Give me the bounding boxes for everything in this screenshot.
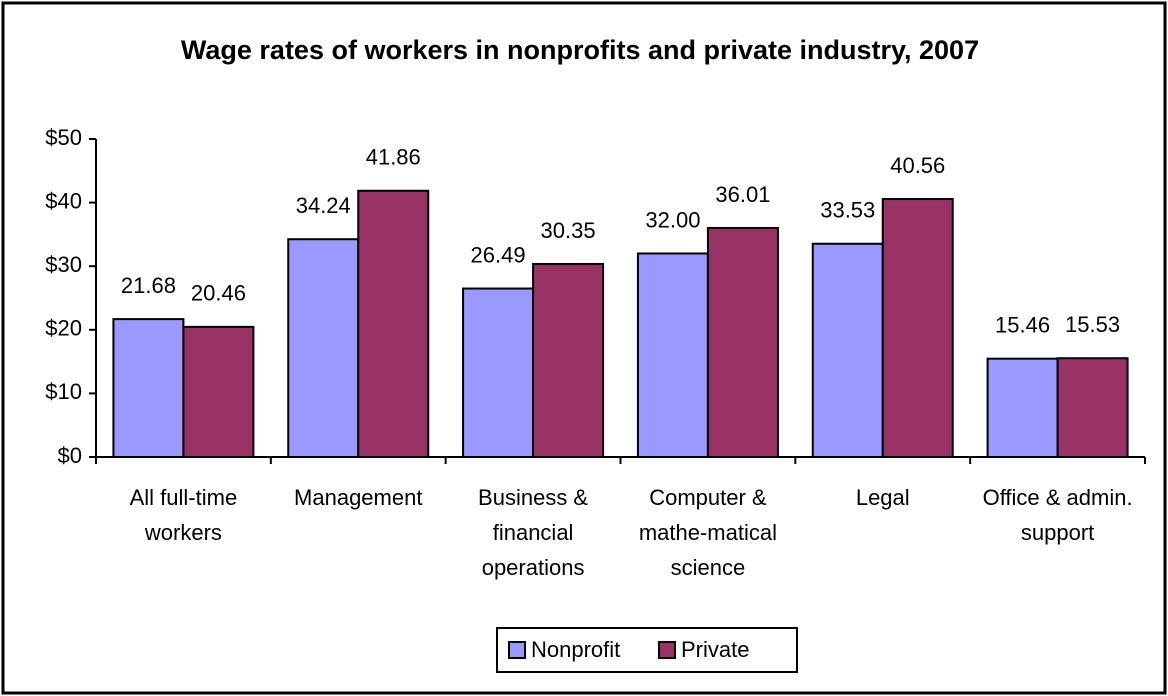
legend-label: Private bbox=[681, 637, 749, 662]
legend-box bbox=[496, 627, 798, 673]
bar bbox=[182, 325, 255, 458]
chart-title: Wage rates of workers in nonprofits and … bbox=[180, 35, 980, 65]
bar bbox=[986, 357, 1059, 459]
value-label: 34.24 bbox=[296, 193, 351, 218]
value-label: 26.49 bbox=[471, 242, 526, 267]
y-tick-label: $10 bbox=[45, 379, 82, 404]
bar bbox=[287, 238, 360, 458]
x-tick-label: Business & financial operations bbox=[478, 485, 589, 580]
bar bbox=[881, 198, 954, 459]
bar bbox=[532, 262, 605, 458]
legend-label: Nonprofit bbox=[531, 637, 620, 662]
y-tick-label: $30 bbox=[45, 252, 82, 277]
bar bbox=[112, 318, 185, 458]
x-tick-label: Office & admin. support bbox=[982, 485, 1133, 545]
value-label: 20.46 bbox=[191, 281, 246, 306]
x-tick-label: All full-time workers bbox=[129, 485, 238, 545]
value-label: 15.53 bbox=[1065, 312, 1120, 337]
value-label: 41.86 bbox=[366, 145, 421, 170]
value-label: 32.00 bbox=[645, 207, 700, 232]
bar bbox=[462, 287, 535, 458]
bar bbox=[706, 226, 779, 458]
legend-swatch bbox=[658, 641, 676, 659]
value-label: 21.68 bbox=[121, 273, 176, 298]
value-label: 30.35 bbox=[541, 218, 596, 243]
value-label: 33.53 bbox=[820, 198, 875, 223]
y-tick-label: $0 bbox=[58, 443, 82, 468]
value-label: 40.56 bbox=[890, 153, 945, 178]
y-tick-label: $40 bbox=[45, 188, 82, 213]
x-tick-label: Computer & mathe-matical science bbox=[638, 485, 777, 580]
legend: Nonprofit Private bbox=[496, 627, 798, 673]
value-label: 36.01 bbox=[715, 182, 770, 207]
bar bbox=[357, 189, 430, 459]
bar bbox=[1056, 357, 1129, 458]
legend-swatch bbox=[508, 641, 526, 659]
bar bbox=[811, 242, 884, 458]
y-tick-label: $20 bbox=[45, 316, 82, 341]
bar bbox=[636, 252, 709, 458]
x-tick-label: Management bbox=[294, 485, 423, 510]
x-tick-label: Legal bbox=[855, 485, 910, 510]
value-label: 15.46 bbox=[995, 312, 1050, 337]
y-tick-label: $50 bbox=[45, 125, 82, 150]
